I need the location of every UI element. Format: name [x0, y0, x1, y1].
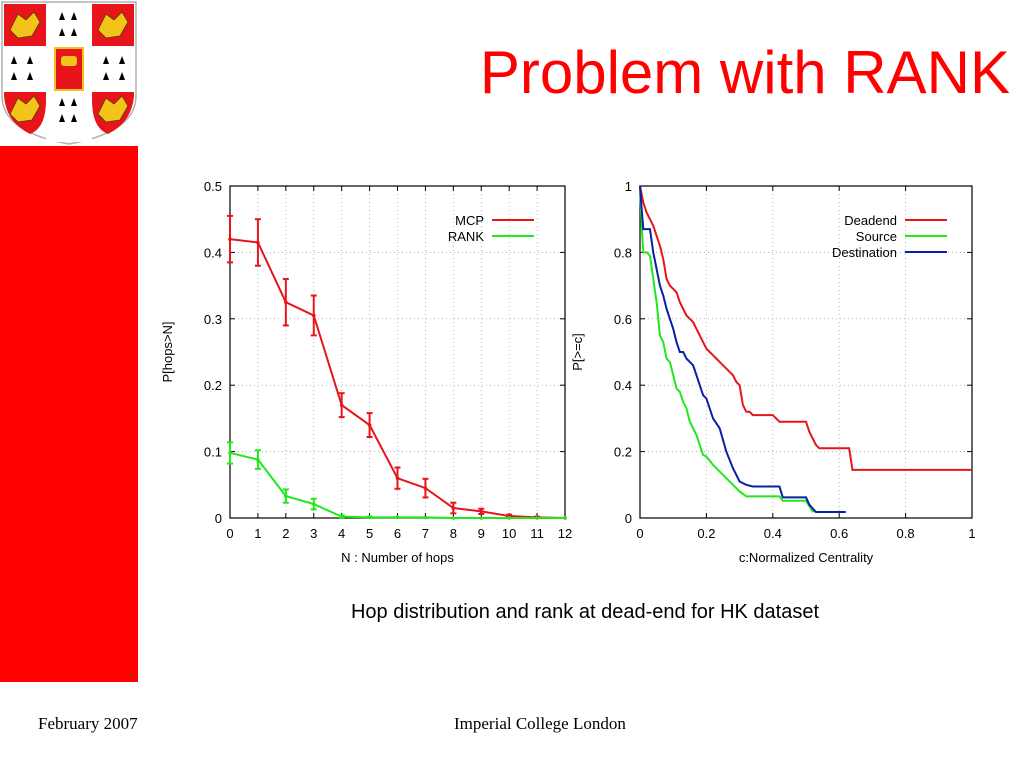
- x-tick-label: 0.2: [697, 526, 715, 541]
- data-point: [256, 457, 260, 462]
- series-line-source: [639, 185, 816, 513]
- data-point: [507, 516, 511, 520]
- x-tick-label: 7: [422, 526, 429, 541]
- data-point: [395, 515, 400, 520]
- y-tick-label: 1: [625, 179, 632, 194]
- data-point: [284, 300, 288, 304]
- y-tick-label: 0.2: [204, 378, 222, 393]
- y-tick-label: 0.8: [614, 245, 632, 260]
- data-point: [367, 423, 372, 427]
- x-tick-label: 0.4: [764, 526, 782, 541]
- x-tick-label: 2: [282, 526, 289, 541]
- x-axis-label: N : Number of hops: [341, 550, 454, 565]
- y-axis-label: P[>=c]: [570, 333, 585, 371]
- data-point: [228, 237, 232, 241]
- x-tick-label: 6: [394, 526, 401, 541]
- data-point: [339, 403, 344, 407]
- data-point: [479, 509, 484, 514]
- footer-institution: Imperial College London: [454, 714, 626, 733]
- data-point: [535, 516, 539, 520]
- x-tick-label: 0.6: [830, 526, 848, 541]
- x-tick-label: 10: [502, 526, 516, 541]
- legend-label-destination: Destination: [832, 245, 897, 260]
- footer-date: February 2007: [38, 714, 138, 733]
- x-tick-label: 0: [636, 526, 643, 541]
- y-tick-label: 0.5: [204, 179, 222, 194]
- x-tick-label: 11: [530, 526, 544, 541]
- data-point: [423, 515, 428, 520]
- y-axis-label: P[hops>N]: [160, 321, 175, 382]
- y-tick-label: 0: [625, 511, 632, 526]
- x-tick-label: 0: [226, 526, 233, 541]
- figure-caption: Hop distribution and rank at dead-end fo…: [350, 601, 820, 623]
- y-tick-label: 0.3: [204, 312, 222, 327]
- data-point: [284, 494, 288, 498]
- x-tick-label: 9: [478, 526, 485, 541]
- x-tick-label: 8: [450, 526, 457, 541]
- legend-label-mcp: MCP: [455, 213, 484, 228]
- y-tick-label: 0.2: [614, 445, 632, 460]
- x-tick-label: 3: [310, 526, 317, 541]
- y-tick-label: 0.4: [614, 378, 632, 393]
- y-tick-label: 0.4: [204, 245, 222, 260]
- y-tick-label: 0.1: [204, 445, 222, 460]
- centrality-distribution-chart: 0 0.2 0.4 0.6 0.8 1 0 0.2 0.4 0.6 0.8 1 c:Normalized…: [570, 179, 976, 565]
- data-point: [395, 476, 400, 480]
- data-point: [256, 240, 260, 245]
- plot-frame: [639, 185, 973, 519]
- y-tick-label: 0.6: [614, 312, 632, 327]
- data-point: [451, 506, 456, 510]
- x-tick-label: 0.8: [897, 526, 915, 541]
- x-tick-label: 4: [338, 526, 345, 541]
- slide-title: Problem with RANK: [479, 39, 1010, 106]
- data-point: [339, 514, 344, 519]
- legend-label-deadend: Deadend: [844, 213, 897, 228]
- series-line-deadend: [639, 185, 972, 471]
- data-point: [423, 486, 428, 490]
- y-tick-label: 0: [215, 511, 222, 526]
- legend-label-source: Source: [856, 229, 897, 244]
- data-point: [479, 516, 484, 520]
- series-line-destination: [639, 185, 846, 514]
- red-side-bar: [0, 146, 138, 682]
- x-axis-label: c:Normalized Centrality: [739, 550, 874, 565]
- x-tick-label: 1: [968, 526, 975, 541]
- x-tick-label: 1: [254, 526, 261, 541]
- data-point: [563, 516, 567, 520]
- university-crest-logo: [1, 1, 137, 145]
- data-point: [228, 451, 232, 455]
- data-point: [367, 515, 372, 520]
- data-point: [311, 502, 316, 506]
- hop-distribution-chart: 00.10.20.30.40.50 1 2 3 4 5 6 7 8 9 10 11 12N : Numb…: [160, 179, 572, 565]
- legend-label-rank: RANK: [448, 229, 484, 244]
- data-point: [311, 313, 316, 318]
- x-tick-label: 12: [558, 526, 572, 541]
- x-tick-label: 5: [366, 526, 373, 541]
- data-point: [451, 516, 456, 520]
